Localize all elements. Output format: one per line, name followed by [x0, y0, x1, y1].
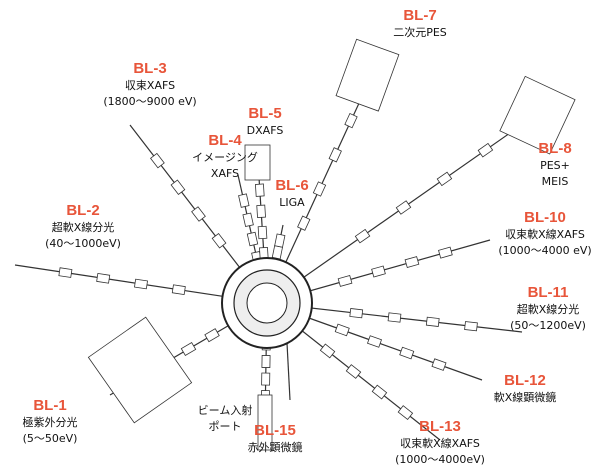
beamline-description: MEIS: [542, 175, 569, 188]
beamline-description: (5～50eV): [23, 432, 78, 445]
beamline-component: [262, 355, 270, 367]
beamline-description: (50～1200eV): [510, 319, 586, 332]
beamline-component: [239, 194, 249, 207]
bl7-hutch: [336, 39, 399, 111]
beamline-component: [329, 148, 341, 162]
beamline-component: [400, 347, 414, 359]
beamline-component: [212, 234, 226, 248]
beamline-description: 収束軟X線XAFS: [400, 436, 480, 450]
beamline-component: [372, 266, 386, 277]
beamline-component: [372, 385, 386, 399]
beamline-component: [335, 324, 349, 336]
beamline-component: [298, 216, 310, 230]
beamline-description: (40～1000eV): [45, 237, 121, 250]
beamline-component: [313, 182, 325, 196]
beamline-description: 収束XAFS: [125, 79, 175, 92]
beamline-component: [345, 113, 357, 127]
beamline-description: 超軟X線分光: [52, 220, 115, 234]
injection-pipe: [287, 343, 290, 400]
beamline-name: BL-15: [254, 422, 296, 439]
beamline-description: 軟X線顕微鏡: [494, 390, 557, 404]
beamline-name: BL-11: [528, 284, 569, 301]
beamline-component: [398, 406, 412, 420]
beamline-name: BL-13: [419, 418, 461, 435]
beamline-name: BL-7: [403, 7, 436, 24]
beamline-component: [405, 257, 419, 268]
beamline-description: 収束軟X線XAFS: [505, 227, 585, 241]
beamline-name: BL-2: [66, 202, 99, 219]
beamline-description: (1000～4000eV): [395, 453, 485, 466]
ring-core: [247, 283, 287, 323]
beamline-component: [355, 229, 369, 242]
beamline-description: 超軟X線分光: [517, 302, 580, 316]
bl1-hutch: [88, 317, 191, 423]
beamline-description: 極紫外分光: [23, 415, 78, 429]
beamline-component: [320, 344, 334, 358]
beamline-component: [258, 226, 267, 238]
beamline-component: [432, 359, 446, 371]
beamline-component: [205, 329, 219, 342]
beamline-component: [171, 180, 185, 194]
beamline-component: [368, 336, 382, 348]
beamline-name: BL-3: [133, 60, 166, 77]
beamline-component: [396, 201, 410, 214]
injection-port-label: ポート: [209, 420, 242, 433]
beamline-description: (1000～4000 eV): [498, 244, 591, 257]
beamline-component: [478, 143, 492, 156]
beamline-name: BL-8: [538, 140, 571, 157]
beamline-component: [437, 172, 451, 185]
beamline-component: [181, 343, 195, 356]
beamline-component: [275, 234, 285, 247]
beamline-name: BL-4: [208, 132, 242, 149]
beamline-component: [350, 308, 363, 317]
beamline-component: [97, 273, 110, 283]
beamline-name: BL-12: [504, 372, 546, 389]
beamline-component: [243, 213, 253, 226]
beamline-description: PES+: [540, 159, 570, 172]
beamline-description: 二次元PES: [393, 25, 447, 39]
beamline-description: 赤外顕微鏡: [248, 440, 303, 454]
beamline-component: [134, 279, 147, 289]
beamline-description: LIGA: [279, 196, 305, 209]
beamline-component: [59, 268, 72, 278]
beamline-description: イメージング: [192, 150, 258, 164]
beamline-component: [439, 247, 453, 258]
beamline-component: [151, 153, 165, 167]
beamline-component: [465, 322, 478, 331]
beamline-component: [257, 205, 266, 217]
beamline-map: BL-1極紫外分光(5～50eV)BL-2超軟X線分光(40～1000eV)BL…: [0, 0, 601, 466]
beamline-name: BL-6: [275, 177, 308, 194]
beamline-name: BL-5: [248, 105, 281, 122]
beamline-description: DXAFS: [247, 124, 284, 137]
beamline-component: [272, 246, 282, 259]
beamline-name: BL-1: [33, 397, 66, 414]
beamline-component: [346, 365, 360, 379]
beamline-component: [338, 275, 352, 286]
beamline-component: [172, 285, 185, 295]
beamline-component: [388, 313, 401, 322]
beamline-component: [426, 317, 439, 326]
beamline-component: [255, 184, 264, 196]
beamline-name: BL-10: [524, 209, 566, 226]
beamline-description: XAFS: [211, 167, 239, 180]
injection-port-label: ビーム入射: [198, 403, 253, 417]
beamline-component: [262, 373, 270, 385]
beamline-component: [247, 232, 257, 245]
page: {"beamlines": [ {"name": "BL-1", "lines"…: [0, 0, 601, 466]
beamline-description: (1800～9000 eV): [103, 95, 196, 108]
beamline-component: [192, 207, 206, 221]
